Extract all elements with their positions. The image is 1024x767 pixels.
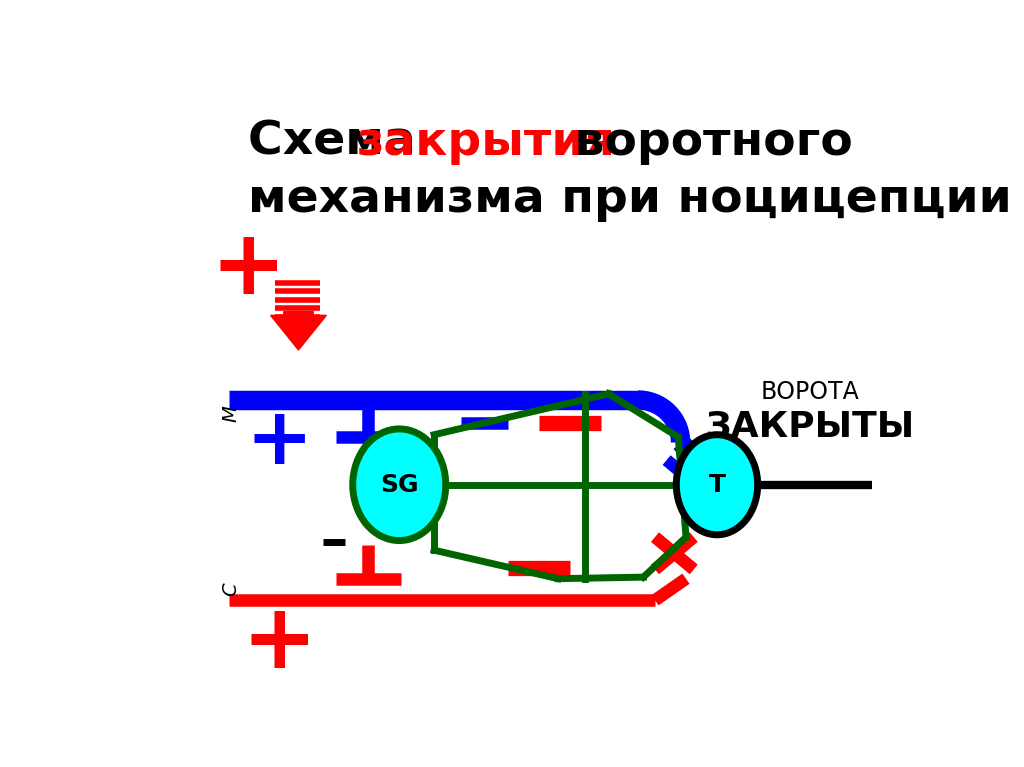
Text: SG: SG [380, 472, 419, 497]
Text: T: T [709, 472, 725, 497]
Text: +: + [246, 403, 312, 482]
Text: Схема: Схема [248, 120, 432, 165]
FancyArrow shape [270, 311, 327, 350]
Text: закрытия: закрытия [356, 120, 615, 165]
Text: +: + [210, 225, 286, 313]
Text: +: + [242, 598, 317, 686]
Text: механизма при ноцицепции: механизма при ноцицепции [248, 177, 1012, 222]
Ellipse shape [352, 429, 445, 541]
Text: С: С [221, 582, 241, 595]
Text: ЗАКРЫТЫ: ЗАКРЫТЫ [706, 410, 914, 444]
Text: ВОРОТА: ВОРОТА [761, 380, 859, 404]
Ellipse shape [676, 435, 758, 535]
Text: воротного: воротного [558, 120, 853, 165]
Text: М: М [221, 406, 241, 423]
